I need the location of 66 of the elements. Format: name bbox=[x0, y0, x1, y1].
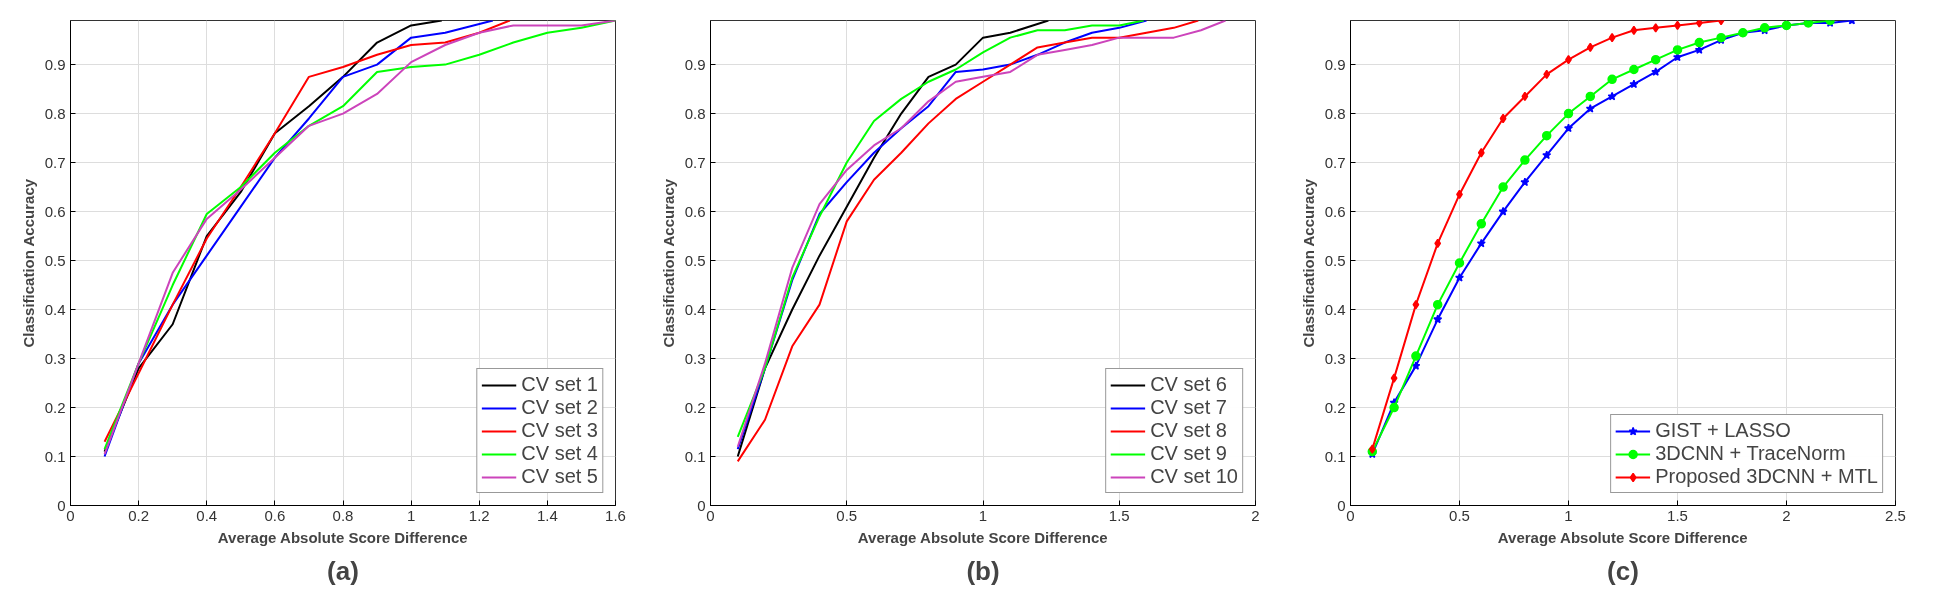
x-axis-title: Average Absolute Score Difference bbox=[1497, 528, 1748, 546]
legend-label: CV set 3 bbox=[521, 419, 598, 442]
y-tick-label: 0.9 bbox=[44, 55, 66, 73]
legend-label: CV set 5 bbox=[521, 465, 598, 488]
y-axis-title: Classification Accuracy bbox=[19, 178, 37, 348]
y-tick-label: 0.6 bbox=[44, 202, 66, 220]
y-tick-label: 0.8 bbox=[1324, 104, 1346, 122]
x-tick-label: 1.5 bbox=[1108, 506, 1130, 524]
x-tick-label: 2 bbox=[1251, 506, 1260, 524]
y-tick-label: 0.6 bbox=[684, 202, 706, 220]
x-axis-title: Average Absolute Score Difference bbox=[857, 528, 1108, 546]
y-tick-label: 0.9 bbox=[684, 55, 706, 73]
x-tick-label: 1.5 bbox=[1667, 506, 1688, 524]
y-tick-label: 0.7 bbox=[684, 153, 706, 171]
legend-label: 3DCNN + TraceNorm bbox=[1655, 442, 1846, 465]
x-tick-label: 0.6 bbox=[264, 506, 286, 524]
y-tick-label: 0.7 bbox=[44, 153, 66, 171]
y-tick-label: 0.9 bbox=[1324, 55, 1346, 73]
x-tick-label: 0.8 bbox=[332, 506, 354, 524]
legend-label: CV set 10 bbox=[1150, 465, 1238, 488]
y-tick-label: 0.5 bbox=[1324, 251, 1346, 269]
y-tick-label: 0.1 bbox=[1324, 447, 1346, 465]
x-axis-title: Average Absolute Score Difference bbox=[217, 528, 468, 546]
y-tick-label: 0.6 bbox=[1324, 202, 1346, 220]
y-tick-label: 0.4 bbox=[44, 300, 66, 318]
y-tick-label: 0.7 bbox=[1324, 153, 1346, 171]
y-tick-label: 0.4 bbox=[1324, 300, 1346, 318]
legend-label: CV set 4 bbox=[521, 442, 598, 465]
legend-label: GIST + LASSO bbox=[1655, 419, 1791, 442]
legend-label: CV set 6 bbox=[1150, 373, 1227, 396]
legend-label: CV set 1 bbox=[521, 373, 598, 396]
x-tick-label: 1 bbox=[978, 506, 988, 524]
x-tick-label: 0.5 bbox=[1449, 506, 1470, 524]
x-tick-label: 1.6 bbox=[605, 506, 626, 524]
y-tick-label: 0.5 bbox=[684, 251, 706, 269]
x-tick-label: 2 bbox=[1782, 506, 1791, 524]
x-tick-label: 1 bbox=[1564, 506, 1573, 524]
legend-label: CV set 9 bbox=[1150, 442, 1227, 465]
y-tick-label: 0.8 bbox=[684, 104, 706, 122]
y-tick-label: 0.3 bbox=[44, 349, 66, 367]
y-tick-label: 0.2 bbox=[1324, 398, 1346, 416]
x-tick-label: 0.5 bbox=[836, 506, 858, 524]
y-tick-label: 0.5 bbox=[44, 251, 66, 269]
y-tick-label: 0.8 bbox=[44, 104, 66, 122]
text: (a) bbox=[327, 555, 359, 586]
legend-label: CV set 7 bbox=[1150, 396, 1227, 419]
y-tick-label: 0.3 bbox=[1324, 349, 1346, 367]
y-axis-title: Classification Accuracy bbox=[1299, 178, 1317, 348]
y-axis-title: Classification Accuracy bbox=[659, 178, 677, 348]
y-tick-label: 0.1 bbox=[684, 447, 706, 465]
y-tick-label: 0.1 bbox=[44, 447, 66, 465]
y-tick-label: 0.4 bbox=[684, 300, 706, 318]
text: (c) bbox=[1607, 555, 1639, 586]
x-tick-label: 1.2 bbox=[468, 506, 490, 524]
legend-label: CV set 8 bbox=[1150, 419, 1227, 442]
text: (b) bbox=[966, 555, 1000, 586]
legend-label: Proposed 3DCNN + MTL bbox=[1655, 465, 1878, 488]
x-tick-label: 2.5 bbox=[1885, 506, 1906, 524]
x-tick-label: 1 bbox=[406, 506, 416, 524]
x-tick-label: 0.4 bbox=[196, 506, 218, 524]
x-tick-label: 0.2 bbox=[128, 506, 150, 524]
y-tick-label: 0.3 bbox=[684, 349, 706, 367]
y-tick-label: 0.2 bbox=[684, 398, 706, 416]
legend-label: CV set 2 bbox=[521, 396, 598, 419]
x-tick-label: 1.4 bbox=[536, 506, 558, 524]
y-tick-label: 0.2 bbox=[44, 398, 66, 416]
